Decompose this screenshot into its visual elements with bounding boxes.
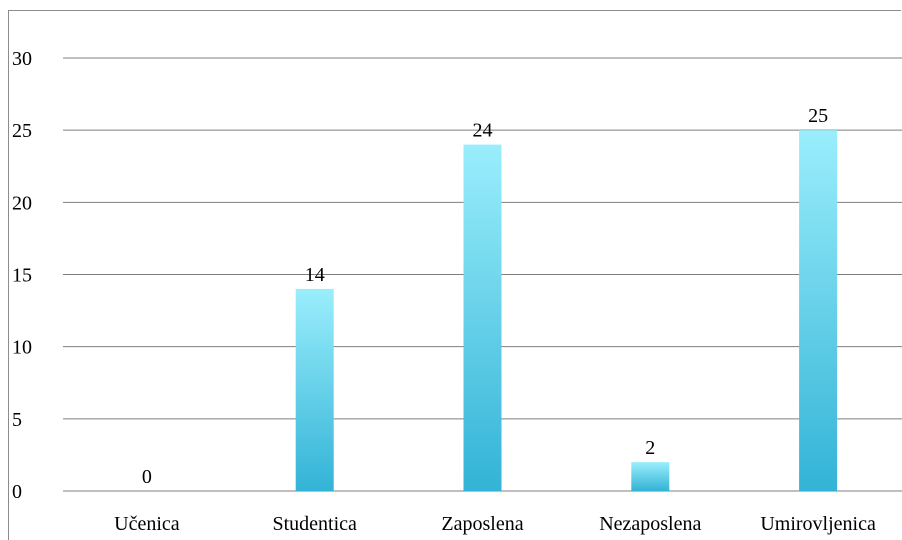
x-axis-categories: Učenica Studentica Zaposlena Nezaposlena Umi… bbox=[114, 513, 876, 535]
bar-umirovljenica bbox=[799, 130, 838, 491]
data-label: 25 bbox=[808, 105, 828, 127]
bar-nezaposlena bbox=[631, 462, 670, 491]
bar-studentica bbox=[295, 288, 334, 491]
data-labels: 0 14 24 2 25 bbox=[142, 105, 828, 488]
category-label: Zaposlena bbox=[441, 513, 523, 535]
y-tick-label: 10 bbox=[12, 337, 32, 359]
y-tick-label: 0 bbox=[12, 481, 22, 503]
y-tick-label: 30 bbox=[12, 48, 32, 70]
data-label: 24 bbox=[473, 120, 493, 142]
y-tick-label: 5 bbox=[12, 409, 22, 431]
category-label: Učenica bbox=[114, 513, 180, 535]
data-label: 2 bbox=[645, 437, 655, 459]
category-label: Nezaposlena bbox=[599, 513, 701, 535]
data-label: 0 bbox=[142, 466, 152, 488]
y-tick-label: 15 bbox=[12, 265, 32, 287]
data-label: 14 bbox=[305, 264, 325, 286]
y-tick-label: 20 bbox=[12, 192, 32, 214]
y-tick-label: 25 bbox=[12, 120, 32, 142]
y-axis-ticks: 0 5 10 15 20 25 30 bbox=[12, 48, 32, 503]
category-label: Studentica bbox=[272, 513, 357, 535]
chart-frame bbox=[8, 10, 901, 540]
bars bbox=[295, 130, 838, 491]
bar-zaposlena bbox=[463, 144, 502, 491]
category-label: Umirovljenica bbox=[760, 513, 876, 535]
